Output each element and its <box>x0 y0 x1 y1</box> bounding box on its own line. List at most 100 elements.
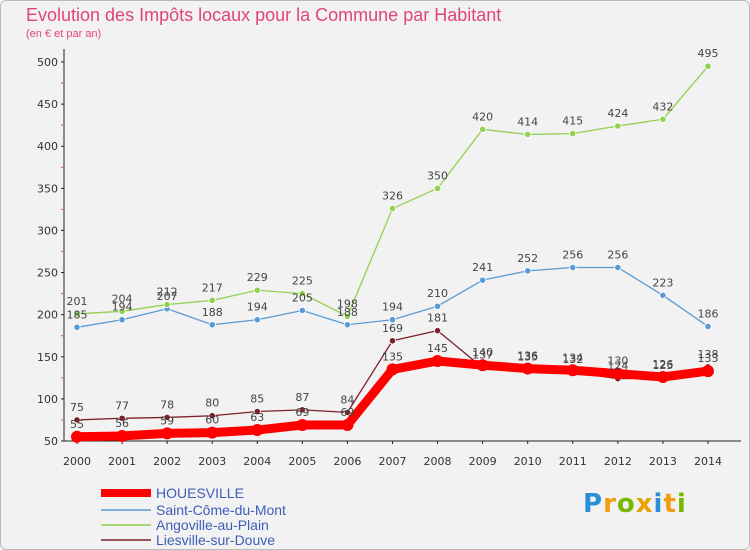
data-label-liesville-sur-douve: 138 <box>697 348 718 361</box>
data-label-angoville-au-plain: 198 <box>337 297 358 310</box>
data-point-houesville <box>611 367 624 380</box>
data-point-saint-come-du-mont <box>524 267 532 275</box>
data-point-liesville-sur-douve <box>433 327 442 335</box>
y-tick-label: 350 <box>37 182 58 195</box>
data-label-liesville-sur-douve: 77 <box>115 399 129 412</box>
data-label-liesville-sur-douve: 85 <box>250 393 264 406</box>
data-point-houesville <box>566 364 579 377</box>
data-label-angoville-au-plain: 204 <box>112 292 133 305</box>
data-point-angoville-au-plain <box>163 300 171 309</box>
data-label-angoville-au-plain: 212 <box>157 286 178 299</box>
data-label-houesville: 69 <box>340 406 354 419</box>
data-point-houesville <box>386 363 399 376</box>
data-point-saint-come-du-mont <box>614 263 622 272</box>
data-label-liesville-sur-douve: 132 <box>562 353 583 366</box>
data-label-angoville-au-plain: 415 <box>562 115 583 128</box>
data-label-angoville-au-plain: 432 <box>652 100 673 113</box>
y-tick-label: 150 <box>37 351 58 364</box>
proxiti-logo: Proxiti <box>583 489 687 519</box>
x-tick-label: 2005 <box>288 455 316 468</box>
x-tick-label: 2006 <box>333 455 361 468</box>
data-label-angoville-au-plain: 326 <box>382 190 403 203</box>
data-point-saint-come-du-mont <box>298 306 306 315</box>
y-tick-label: 50 <box>44 435 58 448</box>
data-label-saint-come-du-mont: 241 <box>472 261 493 274</box>
data-point-saint-come-du-mont <box>253 316 261 324</box>
x-tick-label: 2014 <box>694 455 722 468</box>
data-point-angoville-au-plain <box>343 312 352 320</box>
data-label-liesville-sur-douve: 169 <box>382 322 403 335</box>
data-point-houesville <box>476 359 489 372</box>
legend-label-saint-come-du-mont: Saint-Côme-du-Mont <box>156 502 286 518</box>
data-label-houesville: 55 <box>70 418 84 431</box>
data-label-liesville-sur-douve: 124 <box>607 360 628 373</box>
data-point-liesville-sur-douve <box>163 413 171 422</box>
data-point-angoville-au-plain <box>253 286 261 294</box>
x-tick-label: 2013 <box>649 455 677 468</box>
x-tick-label: 2009 <box>469 455 497 468</box>
data-label-houesville: 59 <box>160 414 174 427</box>
data-point-saint-come-du-mont <box>433 302 442 310</box>
data-label-angoville-au-plain: 217 <box>202 281 223 294</box>
data-label-houesville: 60 <box>205 414 219 427</box>
data-label-liesville-sur-douve: 181 <box>427 312 448 325</box>
data-label-saint-come-du-mont: 194 <box>382 301 403 314</box>
data-point-saint-come-du-mont <box>388 316 397 324</box>
y-tick-label: 450 <box>37 98 58 111</box>
data-label-saint-come-du-mont: 207 <box>157 290 178 303</box>
data-label-houesville: 134 <box>562 351 583 364</box>
data-point-liesville-sur-douve <box>208 412 216 420</box>
data-label-angoville-au-plain: 201 <box>67 295 88 308</box>
data-label-houesville: 56 <box>115 417 129 430</box>
data-label-saint-come-du-mont: 186 <box>697 307 718 320</box>
data-label-saint-come-du-mont: 256 <box>562 249 583 262</box>
x-tick-label: 2010 <box>514 455 542 468</box>
data-point-liesville-sur-douve <box>73 416 81 424</box>
data-point-houesville <box>521 362 534 375</box>
y-tick-label: 400 <box>37 140 58 153</box>
data-point-angoville-au-plain <box>433 184 442 192</box>
data-point-saint-come-du-mont <box>704 322 712 331</box>
y-tick-label: 200 <box>37 309 58 322</box>
data-point-houesville <box>341 418 354 431</box>
data-point-angoville-au-plain <box>208 296 216 304</box>
data-label-saint-come-du-mont: 256 <box>607 249 628 262</box>
data-point-houesville <box>71 430 83 443</box>
data-point-angoville-au-plain <box>118 307 126 315</box>
data-point-saint-come-du-mont <box>118 316 126 324</box>
data-label-saint-come-du-mont: 185 <box>67 308 88 321</box>
legend-label-houesville: HOUESVILLE <box>156 485 244 501</box>
chart-subtitle: (en € et par an) <box>26 28 102 40</box>
data-point-saint-come-du-mont <box>343 321 352 329</box>
legend-label-angoville-au-plain: Angoville-au-Plain <box>156 517 269 533</box>
data-label-saint-come-du-mont: 205 <box>292 291 313 304</box>
data-label-liesville-sur-douve: 80 <box>205 397 219 410</box>
data-point-liesville-sur-douve <box>298 406 306 414</box>
data-point-angoville-au-plain <box>479 125 487 133</box>
x-tick-label: 2003 <box>198 455 226 468</box>
y-tick-label: 100 <box>37 393 58 406</box>
data-label-houesville: 130 <box>607 355 628 368</box>
data-point-angoville-au-plain <box>524 130 532 139</box>
y-tick-label: 300 <box>37 224 58 237</box>
y-tick-label: 250 <box>37 267 58 280</box>
data-label-saint-come-du-mont: 252 <box>517 252 538 265</box>
data-label-saint-come-du-mont: 188 <box>337 306 358 319</box>
data-label-angoville-au-plain: 229 <box>247 271 268 284</box>
data-point-houesville <box>431 354 444 367</box>
data-label-liesville-sur-douve: 75 <box>70 401 84 414</box>
data-point-angoville-au-plain <box>704 62 712 70</box>
data-label-liesville-sur-douve: 87 <box>295 391 309 404</box>
data-label-houesville: 69 <box>295 406 309 419</box>
data-label-saint-come-du-mont: 194 <box>112 301 133 314</box>
data-label-houesville: 140 <box>472 346 493 359</box>
x-tick-label: 2011 <box>559 455 587 468</box>
data-label-angoville-au-plain: 225 <box>292 275 313 288</box>
x-tick-label: 2000 <box>63 455 91 468</box>
chart-title: Evolution des Impôts locaux pour la Comm… <box>26 5 502 25</box>
data-label-liesville-sur-douve: 125 <box>652 359 673 372</box>
data-label-liesville-sur-douve: 78 <box>160 398 174 411</box>
data-point-houesville <box>161 427 174 440</box>
y-tick-label: 500 <box>37 56 58 69</box>
